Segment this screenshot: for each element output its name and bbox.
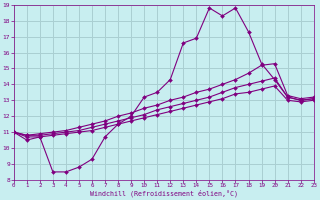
X-axis label: Windchill (Refroidissement éolien,°C): Windchill (Refroidissement éolien,°C) xyxy=(90,190,238,197)
